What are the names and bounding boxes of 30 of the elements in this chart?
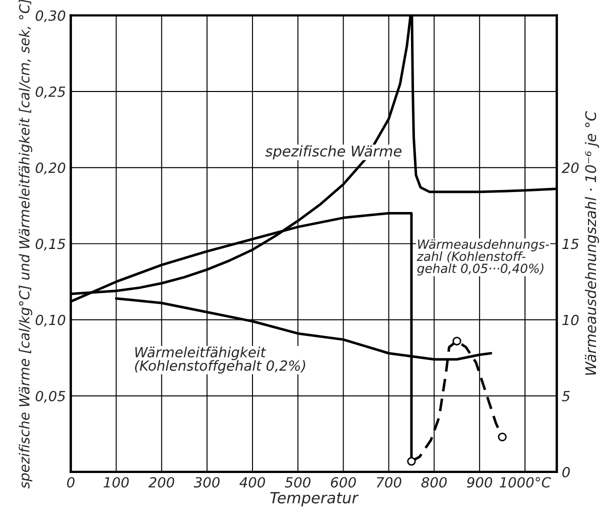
x-tick-label: 1000°C: [500, 477, 551, 488]
y-tick-label: 0,05: [36, 390, 66, 403]
annotation: Wärmeausdehnungs- zahl (Kohlenstoff- gehalt 0,05···0,40%): [416, 239, 550, 276]
x-tick-label: 900: [466, 477, 492, 488]
x-tick-label: 600: [330, 477, 356, 488]
y2-tick-label: 5: [562, 391, 570, 402]
y-tick-label: 0,30: [36, 10, 66, 22]
x-tick-label: 100: [104, 477, 129, 488]
point: [498, 432, 507, 442]
y2-tick-label: 15: [562, 238, 579, 250]
y2-tick-label: 10: [562, 314, 579, 326]
y-tick-label: 0,15: [36, 238, 66, 251]
y2-tick-label: 0: [562, 466, 570, 478]
y-tick-label: 0,20: [36, 162, 66, 174]
annotation: Wärmeleitfähigkeit (Kohlenstoffgehalt 0,2%): [135, 346, 306, 374]
x-tick-label: 800: [421, 477, 447, 488]
x-axis-title: Temperatur: [270, 492, 359, 506]
x-tick-label: 400: [239, 477, 266, 488]
y-tick-label: 0,25: [36, 86, 66, 98]
annotation: spezifische Wärme: [265, 145, 402, 160]
y2-tick-label: 20: [562, 162, 579, 174]
y2-axis-title: Wärmeausdehnungszahl · 10⁻⁶ je °C: [584, 111, 600, 375]
x-tick-label: 500: [284, 477, 310, 488]
point: [407, 456, 416, 466]
x-tick-label: 300: [194, 477, 220, 488]
point: [452, 336, 462, 346]
y-tick-label: 0,10: [36, 314, 66, 327]
x-tick-label: 0: [67, 477, 75, 488]
x-tick-label: 700: [376, 477, 402, 488]
x-tick-label: 200: [148, 477, 174, 488]
